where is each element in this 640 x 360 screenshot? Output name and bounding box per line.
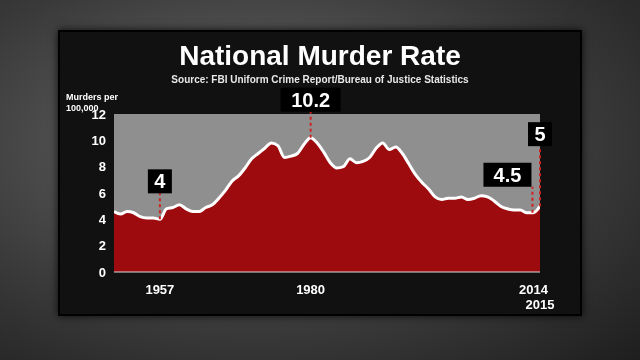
svg-text:2015: 2015 bbox=[526, 297, 555, 312]
svg-text:8: 8 bbox=[99, 159, 106, 174]
svg-text:10: 10 bbox=[92, 133, 106, 148]
svg-text:4.5: 4.5 bbox=[494, 164, 522, 186]
svg-text:2014: 2014 bbox=[519, 282, 549, 297]
svg-text:0: 0 bbox=[99, 265, 106, 280]
svg-text:4: 4 bbox=[99, 212, 107, 227]
svg-text:2: 2 bbox=[99, 238, 106, 253]
svg-text:10.2: 10.2 bbox=[291, 89, 330, 111]
svg-text:5: 5 bbox=[534, 123, 545, 145]
svg-text:1980: 1980 bbox=[296, 282, 325, 297]
svg-text:6: 6 bbox=[99, 186, 106, 201]
svg-text:1957: 1957 bbox=[145, 282, 174, 297]
svg-text:12: 12 bbox=[92, 107, 106, 122]
svg-text:4: 4 bbox=[154, 170, 166, 192]
